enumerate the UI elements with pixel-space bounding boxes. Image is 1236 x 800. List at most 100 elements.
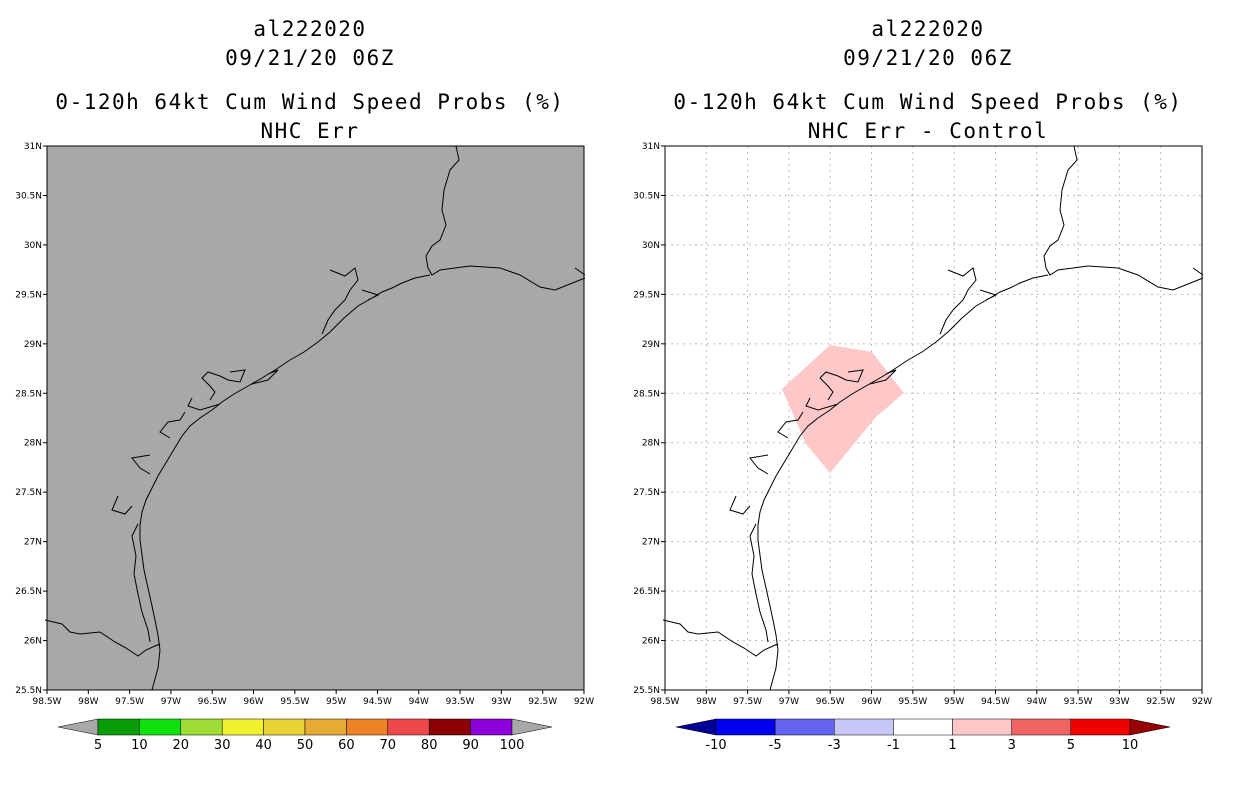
- colorbar-swatch: [304, 718, 347, 736]
- colorbar-swatch: [387, 718, 430, 736]
- colorbar-low-arrow: [57, 718, 99, 736]
- lon-label: 96W: [243, 697, 263, 707]
- colorbar-swatch: [139, 718, 182, 736]
- colorbar-swatch: [428, 718, 471, 736]
- lon-label: 97W: [161, 697, 181, 707]
- probability-difference-area: [782, 345, 904, 473]
- lon-label: 96.5W: [816, 697, 845, 707]
- lat-label: 29.5N: [15, 290, 42, 300]
- colorbar-label: 80: [421, 738, 438, 753]
- lat-label: 30N: [24, 241, 42, 251]
- lat-label: 30.5N: [633, 191, 660, 201]
- colorbar-label: 5: [94, 738, 102, 753]
- colorbar-low-arrow: [675, 718, 717, 736]
- lon-label: 95.5W: [898, 697, 927, 707]
- colorbar-swatch: [180, 718, 223, 736]
- lat-label: 30.5N: [15, 191, 42, 201]
- lat-label: 31N: [24, 142, 42, 152]
- colorbar-label: 40: [255, 738, 272, 753]
- lat-label: 26.5N: [15, 587, 42, 597]
- lon-label: 98.5W: [33, 697, 62, 707]
- left-datetime: 09/21/20 06Z: [225, 46, 395, 70]
- left-map-frame: [46, 145, 585, 691]
- colorbar-swatch: [470, 718, 513, 736]
- left-map-panel: 31N 30.5N 30N 29.5N 29N 28.5N 28N 27.5N 27N 26.5N…: [15, 142, 594, 707]
- colorbar-swatch: [97, 718, 140, 736]
- colorbar-label: 20: [173, 738, 190, 753]
- lon-label: 93.5W: [1064, 697, 1093, 707]
- lon-label: 97.5W: [733, 697, 762, 707]
- colorbar-high-arrow: [1129, 718, 1171, 736]
- right-storm-id: al222020: [871, 17, 985, 41]
- lon-label: 92W: [574, 697, 594, 707]
- lon-label: 98W: [78, 697, 98, 707]
- lat-label: 28.5N: [15, 389, 42, 399]
- lat-label: 26.5N: [633, 587, 660, 597]
- lon-label: 98.5W: [651, 697, 680, 707]
- lon-label: 96W: [861, 697, 881, 707]
- lon-label: 92.5W: [528, 697, 557, 707]
- lat-label: 27N: [24, 538, 42, 548]
- colorbar-label: 10: [1122, 738, 1139, 753]
- colorbar-label: 3: [1008, 738, 1016, 753]
- lon-label: 95W: [326, 697, 346, 707]
- lon-label: 96.5W: [198, 697, 227, 707]
- colorbar-label: 90: [462, 738, 479, 753]
- lat-label: 29N: [642, 340, 660, 350]
- colorbar-label: 60: [338, 738, 355, 753]
- lon-label: 94.5W: [981, 697, 1010, 707]
- left-storm-id: al222020: [253, 17, 367, 41]
- lon-label: 94W: [409, 697, 429, 707]
- colorbar-swatch: [346, 718, 389, 736]
- lat-label: 27N: [642, 538, 660, 548]
- lat-label: 31N: [642, 142, 660, 152]
- lon-label: 93W: [491, 697, 511, 707]
- colorbar-swatch: [263, 718, 306, 736]
- lat-label: 25.5N: [633, 686, 660, 696]
- right-datetime: 09/21/20 06Z: [843, 46, 1013, 70]
- lon-label: 95.5W: [280, 697, 309, 707]
- colorbar-label: -3: [828, 738, 841, 753]
- colorbar-swatch: [221, 718, 264, 736]
- colorbar-label: 10: [131, 738, 148, 753]
- lon-label: 95W: [944, 697, 964, 707]
- colorbar-swatch: [1070, 718, 1131, 736]
- lat-label: 25.5N: [15, 686, 42, 696]
- lon-label: 93.5W: [446, 697, 475, 707]
- colorbar-label: 100: [500, 738, 525, 753]
- colorbar-swatch: [952, 718, 1012, 736]
- right-axis-ticks: 31N 30.5N 30N 29.5N 29N 28.5N 28N 27.5N 27N 26.5N…: [633, 142, 1212, 707]
- colorbar-label: 1: [948, 738, 956, 753]
- lon-label: 94.5W: [363, 697, 392, 707]
- left-title: 0-120h 64kt Cum Wind Speed Probs (%): [55, 90, 565, 114]
- colorbar-label: -1: [887, 738, 900, 753]
- colorbar-swatch: [774, 718, 835, 736]
- right-map-panel: 31N 30.5N 30N 29.5N 29N 28.5N 28N 27.5N 27N 26.5N…: [633, 142, 1212, 707]
- colorbar-label: 70: [380, 738, 397, 753]
- lat-label: 28N: [24, 439, 42, 449]
- lon-label: 97.5W: [115, 697, 144, 707]
- lat-label: 29.5N: [633, 290, 660, 300]
- left-colorbar: 5 10 20 30 40 50 60 70 80 90 100: [57, 718, 553, 753]
- colorbar-swatch: [715, 718, 776, 736]
- lon-label: 97W: [779, 697, 799, 707]
- lon-label: 98W: [696, 697, 716, 707]
- lon-label: 92.5W: [1146, 697, 1175, 707]
- right-colorbar: -10 -5 -3 -1 1 3 5 10: [675, 718, 1171, 753]
- left-map-background: [46, 145, 585, 691]
- right-map-background: [665, 146, 1202, 690]
- lon-label: 93W: [1109, 697, 1129, 707]
- colorbar-swatch: [893, 718, 953, 736]
- lon-label: 92W: [1192, 697, 1212, 707]
- right-map-frame: [664, 145, 1203, 691]
- lat-label: 28.5N: [633, 389, 660, 399]
- colorbar-label: -5: [769, 738, 782, 753]
- colorbar-label: -10: [705, 738, 726, 753]
- colorbar-label: 50: [297, 738, 314, 753]
- lat-label: 28N: [642, 439, 660, 449]
- right-title: 0-120h 64kt Cum Wind Speed Probs (%): [673, 90, 1183, 114]
- lat-label: 27.5N: [15, 488, 42, 498]
- colorbar-label: 30: [214, 738, 231, 753]
- lat-label: 26N: [24, 637, 42, 647]
